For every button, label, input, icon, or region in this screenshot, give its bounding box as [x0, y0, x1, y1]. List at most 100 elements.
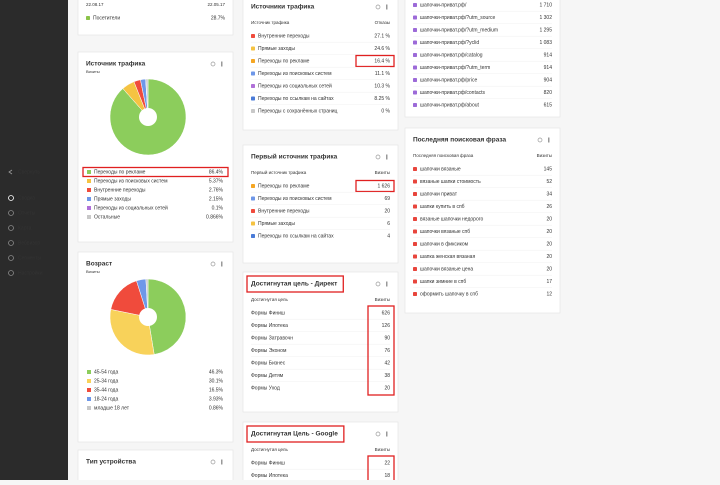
nav-item[interactable]: Сводка — [18, 195, 35, 201]
settings-icon[interactable] — [210, 261, 216, 267]
row-value: 24.6 % — [374, 46, 390, 52]
row-link[interactable]: шапочки-приват.рф/about — [420, 102, 480, 108]
row-value: 4 — [387, 233, 390, 239]
row-link[interactable]: шапочки-приват.рф/?yclid — [420, 40, 479, 46]
row-link[interactable]: шапочки приват — [420, 191, 458, 197]
row-value: 42 — [384, 360, 390, 366]
highlight-box — [246, 275, 344, 293]
row-link[interactable]: шапочки-приват.рф/ — [420, 2, 467, 8]
row-icon — [413, 254, 417, 259]
row-label: Переходы из поисковых систем — [258, 196, 332, 202]
row-value: 34 — [546, 191, 552, 197]
settings-icon[interactable] — [210, 459, 216, 465]
menu-icon[interactable] — [221, 261, 223, 267]
menu-icon[interactable] — [386, 431, 388, 437]
legend-value: 5.37% — [209, 178, 224, 184]
row-icon — [251, 221, 255, 226]
row-label: Переходы по рекламе — [258, 58, 310, 64]
row-value: 11.1 % — [375, 71, 391, 77]
menu-icon[interactable] — [386, 154, 388, 160]
row-icon — [413, 53, 417, 57]
widget-card — [77, 449, 234, 485]
settings-icon[interactable] — [537, 137, 543, 143]
legend-swatch — [87, 388, 91, 392]
pie-slice — [145, 78, 149, 118]
row-link[interactable]: шапочки-приват.рф/contacts — [420, 90, 486, 96]
row-value: 615 — [544, 102, 553, 108]
widget-card — [242, 144, 399, 264]
menu-icon[interactable] — [386, 281, 388, 287]
pie-slice — [145, 278, 149, 318]
legend-label: Переходы из поисковых систем — [94, 178, 168, 184]
row-link[interactable]: шапочки-приват.рф/?utm_term — [420, 65, 490, 71]
row-icon — [413, 267, 417, 271]
row-link[interactable]: шапки зимние в спб — [420, 279, 466, 285]
widget-card — [77, 0, 234, 36]
nav-item[interactable]: Карта — [18, 225, 32, 231]
legend-swatch — [87, 188, 91, 192]
menu-icon[interactable] — [386, 4, 388, 10]
menu-icon[interactable] — [221, 459, 223, 465]
row-value: 914 — [544, 52, 553, 58]
row-link[interactable]: шапочки в фиксиком — [420, 241, 469, 247]
row-link[interactable]: шапочки-приват.рф/catalog — [420, 52, 483, 58]
row-icon — [413, 65, 417, 70]
settings-icon[interactable] — [375, 154, 381, 160]
nav-item[interactable]: Сегменты — [18, 255, 41, 261]
menu-icon[interactable] — [221, 61, 223, 67]
column-header: Достигнутая цель — [251, 297, 289, 302]
row-value: 52 — [546, 179, 552, 185]
row-value: 20 — [384, 385, 390, 391]
row-icon — [413, 15, 417, 20]
row-link[interactable]: шапочки вязаные — [420, 166, 461, 172]
column-header: Источник трафика — [251, 20, 290, 25]
row-icon — [251, 84, 255, 88]
row-value: 17 — [546, 279, 552, 285]
legend-label: Остальные — [94, 214, 120, 220]
row-icon — [251, 209, 255, 213]
row-link[interactable]: шапочки-приват.рф/?utm_source — [420, 15, 496, 21]
row-value: 145 — [544, 166, 553, 172]
nav-item[interactable]: Отчеты — [18, 210, 36, 216]
legend-swatch — [87, 406, 91, 410]
row-link[interactable]: вязаные шапки стоимость — [420, 179, 481, 185]
pie-slice — [147, 278, 187, 355]
row-label: Переходы из поисковых систем — [258, 71, 332, 77]
nav-icon — [8, 240, 14, 246]
menu-icon[interactable] — [548, 137, 550, 143]
legend-label: 18-24 года — [94, 396, 118, 402]
legend-value: 3.93% — [209, 396, 224, 402]
pie-hole — [139, 108, 157, 126]
collapse-button[interactable]: Свернуть — [18, 169, 40, 175]
settings-icon[interactable] — [375, 281, 381, 287]
row-link[interactable]: шапочки вязаные цена — [420, 266, 473, 272]
highlight-box — [355, 179, 395, 193]
row-value: 1 083 — [539, 40, 552, 46]
row-value: 820 — [544, 90, 553, 96]
pie-hole — [139, 308, 157, 326]
legend-swatch — [87, 197, 91, 201]
settings-icon[interactable] — [375, 4, 381, 10]
nav-item[interactable]: Вебвизор — [18, 240, 40, 246]
row-link[interactable]: вязаные шапочки недорого — [420, 216, 483, 222]
widget-card — [242, 0, 399, 131]
legend-swatch — [87, 179, 91, 183]
row-label: Переходы по ссылкам на сайтах — [258, 232, 334, 239]
sidebar — [0, 0, 68, 480]
legend-value: 0.86% — [209, 405, 224, 411]
row-link[interactable]: шапочки вязаные спб — [420, 229, 470, 235]
row-label: Переходы по ссылкам на сайтах — [258, 95, 334, 102]
row-link[interactable]: шапочки-приват.рф/price — [420, 77, 477, 83]
row-link[interactable]: шапки купить в спб — [420, 204, 465, 210]
nav-icon — [8, 255, 14, 261]
row-value: 126 — [382, 323, 391, 329]
nav-item[interactable]: Настройки — [18, 269, 43, 276]
row-link[interactable]: шапка женская вязаная — [420, 254, 475, 260]
legend-value: 30.1% — [209, 378, 224, 384]
row-value: 28.7% — [211, 15, 226, 21]
row-link[interactable]: оформить шапочку в спб — [420, 291, 478, 297]
settings-icon[interactable] — [210, 61, 216, 67]
row-link[interactable]: шапочки-приват.рф/?utm_medium — [420, 27, 498, 33]
settings-icon[interactable] — [375, 431, 381, 437]
